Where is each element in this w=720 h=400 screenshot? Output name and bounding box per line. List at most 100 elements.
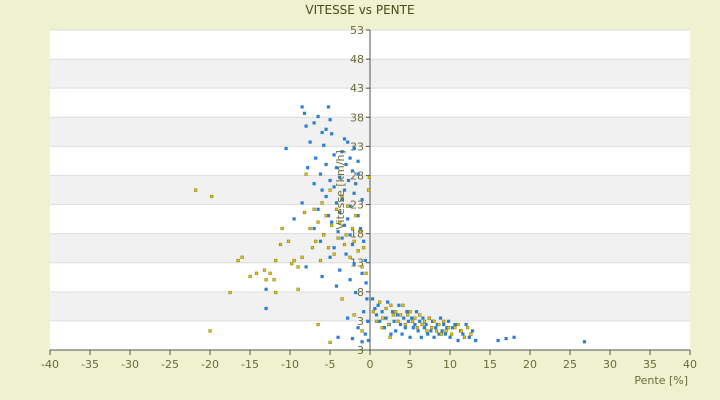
data-point	[381, 316, 385, 320]
data-point	[376, 303, 380, 307]
chart-title: VITESSE vs PENTE	[305, 3, 414, 17]
data-point	[405, 310, 409, 314]
x-tick-label: -10	[281, 358, 299, 371]
data-point	[330, 132, 334, 136]
data-point	[466, 326, 470, 330]
data-point	[374, 313, 379, 317]
data-point	[434, 329, 439, 333]
data-point	[459, 329, 463, 333]
y-tick-label: 53	[350, 24, 364, 37]
data-point	[318, 172, 323, 176]
data-point	[395, 313, 399, 317]
y-tick-label: 33	[350, 140, 364, 153]
data-point	[306, 166, 310, 170]
data-point	[364, 281, 368, 285]
data-point	[422, 326, 427, 330]
x-tick-label: 0	[367, 358, 374, 371]
data-point	[330, 223, 334, 227]
data-point	[264, 306, 268, 311]
data-point	[366, 188, 371, 192]
data-point	[334, 284, 339, 288]
data-point	[264, 287, 268, 291]
data-point	[391, 313, 395, 317]
data-point	[262, 268, 267, 272]
series-1	[264, 105, 587, 344]
data-point	[330, 220, 334, 224]
data-point	[304, 265, 308, 269]
data-point	[316, 322, 320, 327]
data-point	[470, 329, 475, 333]
data-point	[380, 326, 384, 330]
data-point	[425, 329, 429, 333]
data-point	[352, 191, 356, 195]
data-point	[373, 306, 377, 311]
data-point	[278, 242, 283, 247]
data-point	[448, 335, 452, 339]
data-point	[364, 271, 368, 275]
data-point	[380, 310, 384, 314]
data-point	[384, 306, 388, 311]
data-point	[394, 329, 398, 333]
data-point	[312, 182, 316, 186]
data-point	[366, 319, 370, 323]
data-point	[430, 326, 434, 330]
data-point	[240, 255, 244, 259]
data-point	[340, 150, 344, 154]
data-point	[274, 290, 278, 295]
data-point	[450, 332, 454, 336]
data-point	[356, 249, 360, 253]
data-point	[340, 198, 344, 202]
data-point	[365, 297, 369, 301]
data-point	[401, 303, 405, 307]
data-point	[362, 310, 366, 314]
data-point	[388, 335, 392, 339]
x-tick-label: -20	[201, 358, 219, 371]
data-point	[360, 198, 364, 202]
data-point	[336, 335, 340, 339]
data-point	[338, 268, 342, 272]
data-point	[360, 265, 364, 269]
data-point	[402, 316, 406, 320]
data-point	[348, 156, 352, 160]
x-tick-label: -40	[41, 358, 59, 371]
data-point	[467, 335, 471, 339]
data-point	[338, 175, 342, 179]
data-point	[328, 178, 332, 183]
data-point	[360, 340, 364, 344]
data-point	[362, 239, 366, 243]
data-point	[320, 130, 324, 135]
data-point	[427, 316, 431, 320]
data-point	[443, 332, 447, 336]
x-tick-label: -35	[81, 358, 99, 371]
data-point	[390, 310, 395, 314]
data-point	[208, 329, 212, 333]
data-point	[296, 265, 300, 269]
data-point	[328, 188, 332, 192]
data-point	[396, 319, 400, 323]
data-point	[332, 153, 336, 157]
data-point	[418, 313, 422, 317]
data-point	[324, 194, 328, 199]
data-point	[406, 319, 411, 323]
x-tick-label: 40	[683, 358, 697, 371]
data-point	[348, 233, 352, 237]
data-point	[374, 319, 379, 323]
data-point	[352, 262, 356, 266]
data-point	[462, 335, 467, 339]
data-point	[354, 214, 358, 218]
data-point	[334, 166, 339, 170]
data-point	[296, 287, 300, 291]
data-point	[392, 319, 396, 323]
data-point	[474, 338, 478, 343]
data-point	[432, 335, 436, 339]
data-point	[358, 226, 363, 231]
data-point	[320, 188, 324, 192]
data-point	[346, 316, 350, 320]
data-point	[342, 137, 347, 141]
data-point	[350, 336, 355, 341]
data-point	[332, 246, 336, 250]
data-point	[410, 316, 414, 320]
data-point	[324, 127, 328, 131]
data-point	[292, 258, 296, 263]
